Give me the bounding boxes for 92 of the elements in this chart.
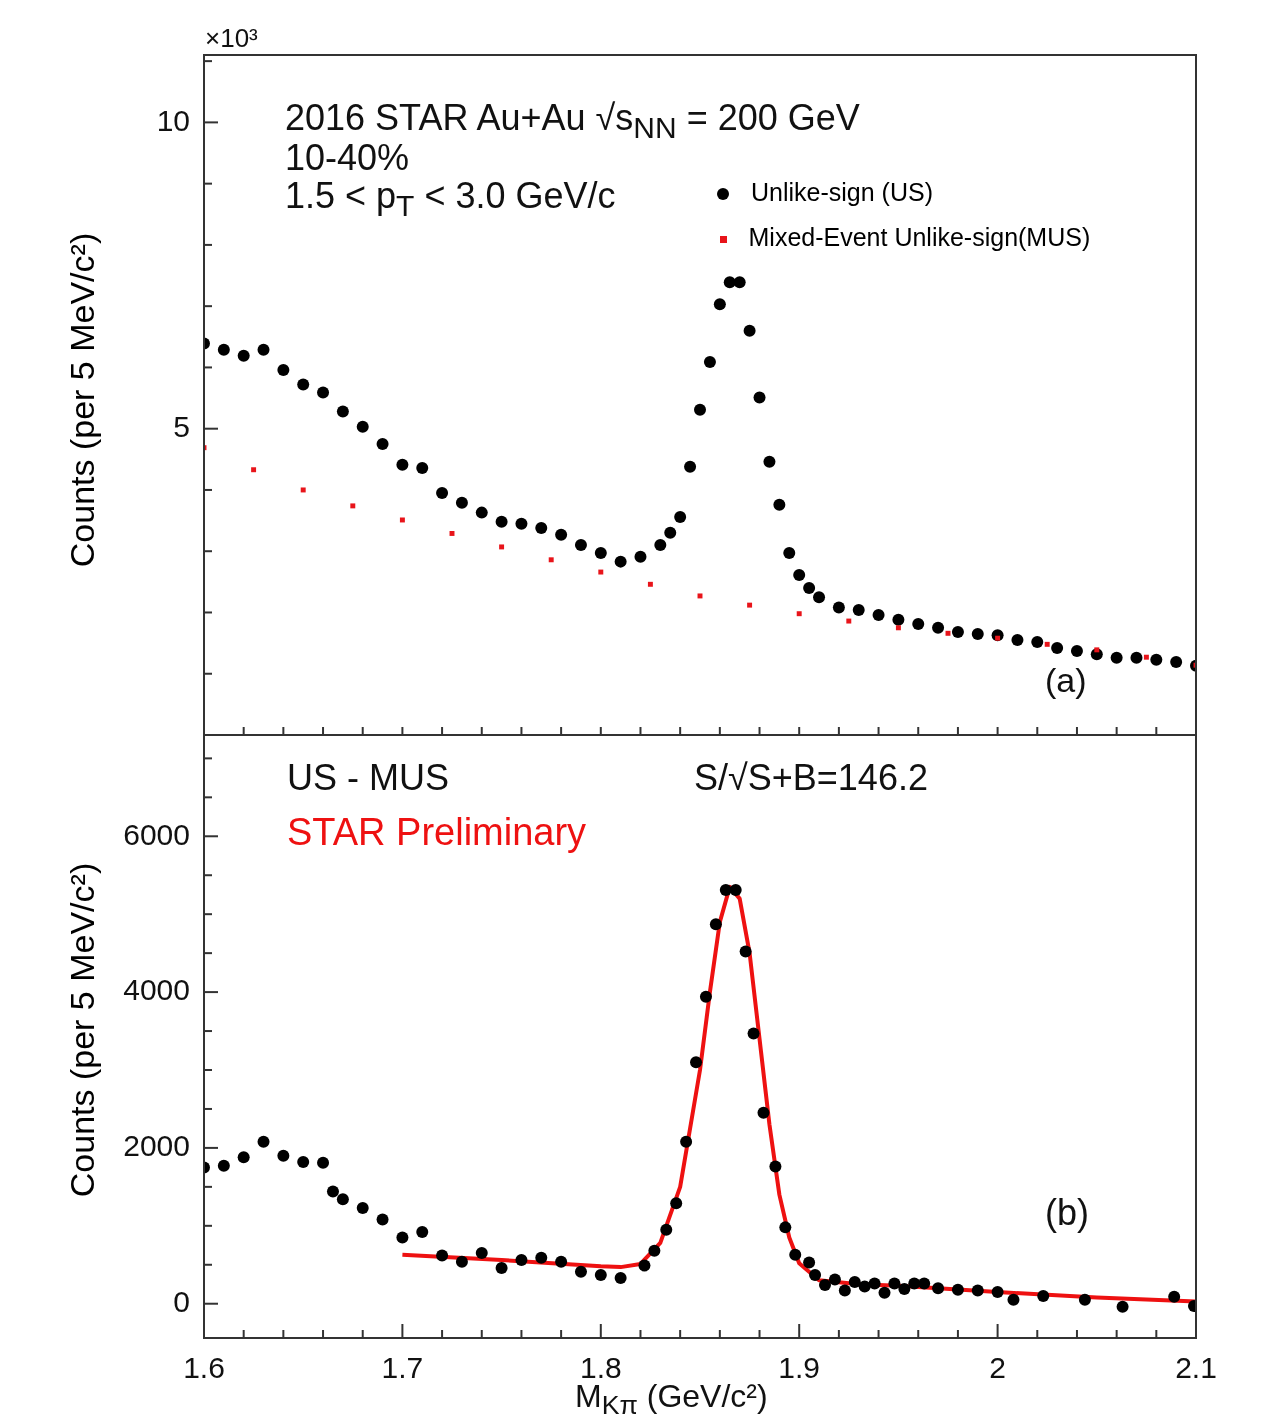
y-tick-label: 0 [173, 1284, 190, 1318]
point [932, 621, 945, 634]
point [892, 613, 905, 626]
annotation: (a) [1045, 661, 1087, 699]
point [951, 626, 964, 639]
point [832, 601, 845, 614]
annotation: STAR Preliminary [287, 811, 587, 853]
point [1044, 641, 1050, 647]
point [694, 403, 706, 416]
legend-label: Mixed-Event Unlike-sign(MUS) [748, 223, 1091, 251]
point [872, 608, 885, 621]
point [535, 521, 548, 534]
y-tick-label: 2000 [123, 1129, 190, 1163]
point [703, 355, 716, 368]
point [455, 496, 468, 509]
point [336, 405, 349, 418]
point [664, 526, 677, 539]
point [1031, 635, 1044, 648]
point [713, 298, 726, 311]
point [277, 363, 290, 376]
point [475, 506, 488, 519]
point [416, 461, 429, 474]
point [747, 602, 753, 608]
point [376, 438, 389, 451]
point [237, 349, 250, 362]
point [1150, 653, 1163, 666]
point [647, 581, 653, 587]
point [723, 276, 736, 289]
point [895, 625, 901, 631]
point [614, 555, 627, 568]
point [1011, 634, 1024, 647]
point [1070, 645, 1083, 658]
y-axis-title: Counts (per 5 MeV/c²) [62, 232, 102, 568]
point [846, 618, 852, 624]
annotation: (b) [1045, 1192, 1089, 1233]
point [674, 510, 687, 523]
point [684, 460, 697, 473]
point [399, 517, 405, 523]
point [396, 458, 409, 471]
point [796, 611, 802, 617]
x-tick-label: 2.1 [1175, 1351, 1217, 1385]
legend-label: Unlike-sign (US) [751, 178, 933, 206]
point [852, 604, 865, 617]
y-tick-label: 4000 [123, 973, 190, 1007]
y-tick-label: 5 [173, 409, 190, 443]
annotation: S/√S+B=146.2 [694, 757, 928, 798]
point [753, 391, 766, 404]
x-tick-label: 1.9 [778, 1351, 821, 1385]
point [217, 343, 230, 356]
point [763, 455, 776, 468]
point [499, 544, 505, 550]
point [594, 547, 607, 560]
point [783, 547, 796, 560]
point [803, 581, 816, 594]
point [1143, 654, 1149, 660]
point [555, 528, 568, 541]
point [743, 324, 756, 337]
point [548, 557, 554, 563]
x-tick-label: 1.6 [183, 1351, 225, 1385]
x-tick-label: 1.7 [381, 1351, 424, 1385]
annotation: 1.5 < p$_{T}$ < 3.0 GeV/c [285, 175, 616, 223]
annotation: US - MUS [287, 757, 449, 798]
point [598, 569, 604, 575]
point [971, 627, 984, 640]
point [793, 569, 806, 582]
point [495, 515, 508, 528]
point [733, 276, 746, 289]
point [1130, 651, 1143, 664]
point [257, 343, 270, 356]
text: ×10³ [205, 23, 258, 53]
point [297, 378, 310, 391]
y-tick-label: 6000 [123, 817, 190, 851]
point [436, 487, 449, 500]
point [912, 618, 925, 631]
point [350, 503, 356, 509]
point [515, 517, 528, 530]
point [1110, 651, 1123, 664]
point [251, 467, 257, 473]
point [317, 386, 330, 399]
point [634, 550, 647, 563]
point [356, 420, 369, 433]
y-axis-title: Counts (per 5 MeV/c²) [62, 862, 102, 1198]
point [1051, 642, 1064, 655]
point [1094, 647, 1100, 653]
point [773, 498, 786, 511]
point [813, 591, 826, 604]
point [654, 539, 667, 552]
x-tick-label: 2 [989, 1351, 1006, 1385]
y-tick-label: 10 [156, 103, 190, 137]
point [574, 539, 587, 552]
point [300, 487, 306, 493]
point [1170, 656, 1183, 669]
